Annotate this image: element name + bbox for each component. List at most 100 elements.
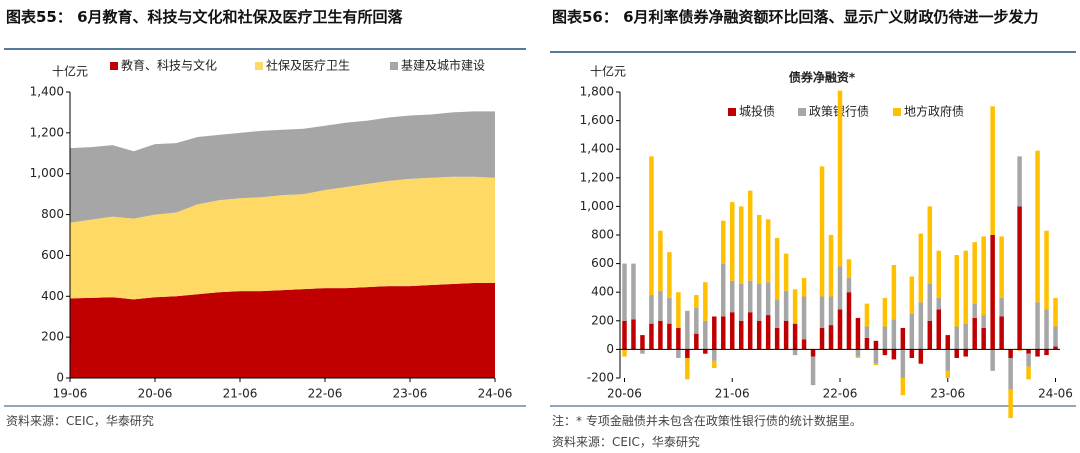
bar [774,299,780,328]
bar [900,378,906,396]
bar [658,320,663,350]
bar [927,283,933,321]
bar [1053,346,1058,350]
bar [676,292,681,328]
bar [649,156,654,296]
bar [747,312,753,350]
bar [658,290,663,321]
bar [828,325,834,350]
bar [837,90,843,267]
note: 注：* 专项金融债并未包含在政策性银行债的统计数据里。 [552,414,862,428]
bar [765,219,771,283]
bar [1044,230,1049,310]
bar [792,349,798,356]
bar [1035,349,1040,357]
bar [1008,357,1013,390]
bar [954,326,959,350]
bar [918,349,924,364]
bar [882,297,888,327]
bar [972,317,977,350]
bar [703,282,708,321]
legend-label: 基建及城市建设 [401,58,485,73]
x-tick-label: 23-06 [930,387,965,401]
y-tick-label: 1,800 [580,85,614,99]
bar [846,277,852,293]
bar [828,235,834,297]
bar [640,335,645,350]
bar [801,277,807,297]
bar [999,297,1004,317]
bar [640,349,645,354]
bar [756,320,762,350]
bar [658,230,663,291]
bar [783,320,789,350]
bar [783,290,789,321]
y-tick-label: 1,200 [30,125,64,139]
y-tick-label: 600 [41,248,64,262]
bar [738,206,744,284]
bar [936,309,942,350]
bar [936,297,942,310]
bar [1053,326,1058,347]
bar [1017,349,1022,351]
bar [730,202,735,281]
area [70,111,495,223]
bar [981,327,986,350]
bar [774,327,780,350]
y-axis-unit: 十亿元 [52,64,88,79]
bar [882,349,888,356]
bar [927,206,933,284]
bar [918,302,924,350]
bar [1008,349,1013,358]
bar [972,242,977,304]
bar [622,349,627,357]
y-tick-label: 1,000 [580,199,614,213]
bar [667,323,672,350]
bar [774,237,780,300]
bar [721,316,726,350]
source: 资料来源：CEIC，华泰研究 [552,435,700,449]
legend-label: 地方政府债 [904,104,964,119]
bar [792,289,798,324]
x-tick-label: 19-06 [53,387,88,401]
bar [1017,156,1022,207]
legend-swatch [110,62,118,70]
chart-title: 图表56： 6月利率债券净融资额环比回落、显示广义财政仍待进一步发力 [552,8,1039,26]
bar [676,349,681,358]
bar [846,259,852,278]
bar [963,323,968,350]
bar [649,323,654,350]
bar [837,266,843,310]
bar [631,319,636,350]
bar [909,276,915,314]
bar [738,283,744,321]
bar [622,263,627,321]
bar [1008,389,1013,419]
bar [622,320,627,350]
area [70,283,495,378]
x-tick-label: 24-06 [478,387,513,401]
bar [864,326,870,338]
bar [927,320,933,350]
y-tick-label: 1,400 [30,85,64,99]
bar [756,214,762,284]
bar [712,349,717,361]
bar [1053,297,1058,327]
bar [918,233,924,303]
bar [972,303,977,318]
legend-label: 教育、科技与文化 [121,58,217,73]
bar [712,360,717,368]
source: 资料来源：CEIC，华泰研究 [6,414,154,428]
bar [721,220,726,264]
bar [747,190,753,281]
legend-label: 社保及医疗卫生 [266,58,350,73]
bar [954,255,959,327]
bar [945,335,950,350]
bar [981,315,986,328]
bar [676,327,681,350]
bar [891,349,897,360]
bar [828,296,834,326]
bar [810,356,816,386]
